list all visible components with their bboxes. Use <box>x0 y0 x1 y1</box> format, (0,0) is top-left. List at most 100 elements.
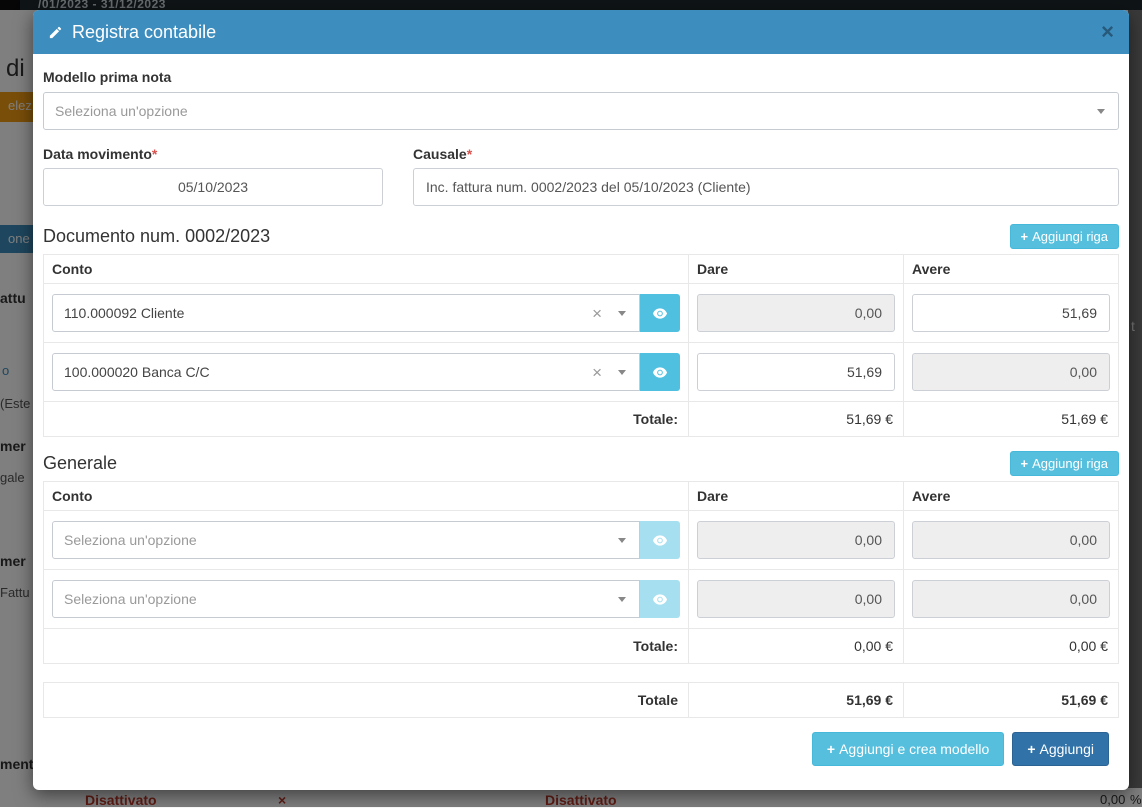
dialog-title-text: Registra contabile <box>72 22 216 43</box>
documento-section-header: Documento num. 0002/2023 +Aggiungi riga <box>43 224 1119 249</box>
view-account-button[interactable] <box>640 294 680 332</box>
conto-field-group: Seleziona un'opzione <box>52 521 680 559</box>
avere-input <box>912 521 1110 559</box>
add-and-create-template-button[interactable]: +Aggiungi e crea modello <box>812 732 1004 766</box>
generale-header-row: Conto Dare Avere <box>44 482 1119 511</box>
generale-section-header: Generale +Aggiungi riga <box>43 451 1119 476</box>
data-movimento-label-text: Data movimento <box>43 146 152 162</box>
view-account-button <box>640 580 680 618</box>
data-movimento-group: Data movimento* <box>43 146 383 206</box>
generale-table: Conto Dare Avere Seleziona un'opzione <box>43 481 1119 664</box>
conto-select[interactable]: 110.000092 Cliente × <box>52 294 640 332</box>
column-header-dare: Dare <box>689 482 904 511</box>
required-asterisk: * <box>152 146 157 162</box>
modello-prima-nota-label: Modello prima nota <box>43 69 1119 85</box>
date-causale-row: Data movimento* Causale* <box>43 146 1119 206</box>
documento-section-title: Documento num. 0002/2023 <box>43 226 270 247</box>
dare-input <box>697 580 895 618</box>
column-header-avere: Avere <box>904 482 1119 511</box>
conto-select-value: 100.000020 Banca C/C <box>64 364 592 380</box>
pencil-icon <box>48 25 63 40</box>
documento-row-1: 110.000092 Cliente × <box>44 284 1119 343</box>
conto-select[interactable]: 100.000020 Banca C/C × <box>52 353 640 391</box>
dare-input <box>697 521 895 559</box>
grand-total-row: Totale 51,69 € 51,69 € <box>44 683 1119 718</box>
plus-icon: + <box>1021 456 1029 471</box>
add-and-create-template-label: Aggiungi e crea modello <box>839 741 989 757</box>
add-button[interactable]: + Aggiungi <box>1012 732 1109 766</box>
conto-select-value: 110.000092 Cliente <box>64 305 592 321</box>
registra-contabile-dialog: Registra contabile × Modello prima nota … <box>33 10 1129 790</box>
eye-icon <box>651 306 669 321</box>
plus-icon: + <box>1027 741 1035 757</box>
column-header-avere: Avere <box>904 255 1119 284</box>
data-movimento-input[interactable] <box>43 168 383 206</box>
add-row-label: Aggiungi riga <box>1032 456 1108 471</box>
dare-input[interactable] <box>697 353 895 391</box>
conto-field-group: 100.000020 Banca C/C × <box>52 353 680 391</box>
add-row-label: Aggiungi riga <box>1032 229 1108 244</box>
clear-icon[interactable]: × <box>592 305 602 322</box>
avere-input <box>912 353 1110 391</box>
causale-group: Causale* <box>413 146 1119 206</box>
chevron-down-icon <box>618 538 626 543</box>
column-header-dare: Dare <box>689 255 904 284</box>
required-asterisk: * <box>467 146 472 162</box>
generale-total-dare: 0,00 € <box>689 629 904 664</box>
conto-select[interactable]: Seleziona un'opzione <box>52 580 640 618</box>
causale-input[interactable] <box>413 168 1119 206</box>
view-account-button <box>640 521 680 559</box>
clear-icon[interactable]: × <box>592 364 602 381</box>
data-movimento-label: Data movimento* <box>43 146 383 162</box>
dialog-title: Registra contabile <box>48 22 216 43</box>
plus-icon: + <box>1021 229 1029 244</box>
grand-total-label: Totale <box>44 683 689 718</box>
column-header-conto: Conto <box>44 482 689 511</box>
documento-total-row: Totale: 51,69 € 51,69 € <box>44 402 1119 437</box>
causale-label: Causale* <box>413 146 1119 162</box>
generale-total-row: Totale: 0,00 € 0,00 € <box>44 629 1119 664</box>
plus-icon: + <box>827 741 835 757</box>
grand-total-dare: 51,69 € <box>689 683 904 718</box>
generale-total-label: Totale: <box>44 629 689 664</box>
avere-input[interactable] <box>912 294 1110 332</box>
conto-select-placeholder: Seleziona un'opzione <box>64 591 618 607</box>
modello-prima-nota-select[interactable]: Seleziona un'opzione <box>43 92 1119 130</box>
dialog-footer: +Aggiungi e crea modello +Aggiungi <box>43 732 1119 766</box>
conto-select-placeholder: Seleziona un'opzione <box>64 532 618 548</box>
chevron-down-icon <box>1097 109 1105 114</box>
eye-icon <box>651 533 669 548</box>
eye-icon <box>651 365 669 380</box>
dialog-body: Modello prima nota Seleziona un'opzione … <box>33 54 1129 766</box>
chevron-down-icon <box>618 597 626 602</box>
column-header-conto: Conto <box>44 255 689 284</box>
documento-total-avere: 51,69 € <box>904 402 1119 437</box>
causale-label-text: Causale <box>413 146 467 162</box>
generale-total-avere: 0,00 € <box>904 629 1119 664</box>
chevron-down-icon <box>618 370 626 375</box>
avere-input <box>912 580 1110 618</box>
generale-section-title: Generale <box>43 453 117 474</box>
documento-row-2: 100.000020 Banca C/C × <box>44 343 1119 402</box>
add-row-generale-button[interactable]: +Aggiungi riga <box>1010 451 1119 476</box>
documento-table: Conto Dare Avere 110.000092 Cliente × <box>43 254 1119 437</box>
grand-total-table: Totale 51,69 € 51,69 € <box>43 682 1119 718</box>
generale-row-1: Seleziona un'opzione <box>44 511 1119 570</box>
chevron-down-icon <box>618 311 626 316</box>
dialog-header: Registra contabile × <box>33 10 1129 54</box>
view-account-button[interactable] <box>640 353 680 391</box>
eye-icon <box>651 592 669 607</box>
documento-header-row: Conto Dare Avere <box>44 255 1119 284</box>
documento-total-dare: 51,69 € <box>689 402 904 437</box>
generale-row-2: Seleziona un'opzione <box>44 570 1119 629</box>
conto-select[interactable]: Seleziona un'opzione <box>52 521 640 559</box>
documento-total-label: Totale: <box>44 402 689 437</box>
dare-input <box>697 294 895 332</box>
modello-select-placeholder: Seleziona un'opzione <box>55 103 1097 119</box>
close-icon[interactable]: × <box>1101 21 1114 43</box>
conto-field-group: 110.000092 Cliente × <box>52 294 680 332</box>
conto-field-group: Seleziona un'opzione <box>52 580 680 618</box>
add-row-documento-button[interactable]: +Aggiungi riga <box>1010 224 1119 249</box>
grand-total-avere: 51,69 € <box>904 683 1119 718</box>
add-label: Aggiungi <box>1040 741 1095 757</box>
